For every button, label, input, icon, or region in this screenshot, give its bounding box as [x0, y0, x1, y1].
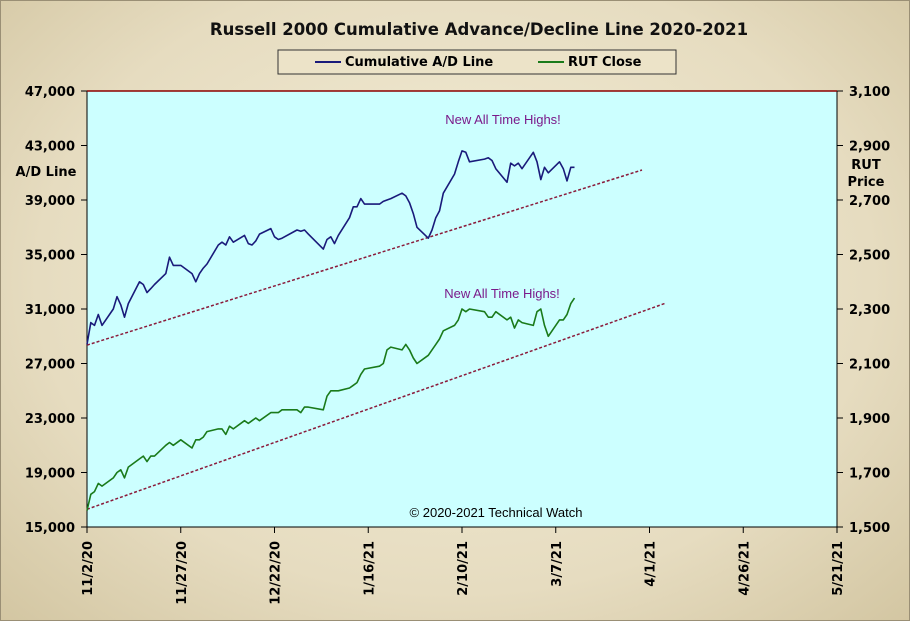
ytick-left-label: 19,000: [25, 467, 75, 482]
ytick-right-label: 2,900: [849, 140, 890, 155]
ytick-right-label: 2,700: [849, 194, 890, 209]
y-axis-left-title: A/D Line: [16, 165, 77, 180]
xtick-label: 4/1/21: [644, 541, 659, 587]
series-line-rut-close: [86, 297, 576, 511]
ytick-left-label: 23,000: [25, 412, 75, 427]
xtick-label: 12/22/20: [269, 541, 284, 605]
y-axis-right-title-line1: RUT: [851, 158, 881, 173]
trendline-ad-line: [86, 169, 643, 346]
ytick-right-label: 2,100: [849, 358, 890, 373]
legend: Cumulative A/D Line RUT Close: [277, 49, 677, 75]
ytick-right-label: 2,500: [849, 249, 890, 264]
xtick-label: 2/10/21: [456, 541, 471, 596]
chart-title: Russell 2000 Cumulative Advance/Decline …: [210, 20, 748, 39]
y-axis-right-labels: 1,500 1,700 1,900 2,100 2,300 2,500 2,700 2,900…: [849, 85, 890, 536]
y-axis-left-labels: 15,000 19,000 23,000 27,000 31,000 35,000 39,0…: [25, 85, 75, 536]
ytick-left-label: 27,000: [25, 358, 75, 373]
x-axis-labels: 11/2/20 11/27/20 12/22/20 1/16/21 2/10/21 3/7…: [81, 541, 846, 605]
ytick-left-label: 15,000: [25, 521, 75, 536]
legend-label-rut-close: RUT Close: [568, 55, 642, 70]
ytick-right-label: 1,500: [849, 521, 890, 536]
xtick-label: 1/16/21: [362, 541, 377, 596]
ytick-left-label: 47,000: [25, 85, 75, 100]
ytick-left-label: 35,000: [25, 249, 75, 264]
y-axis-right-title-line2: Price: [848, 175, 885, 190]
xtick-label: 4/26/21: [737, 541, 752, 596]
ytick-left-label: 43,000: [25, 140, 75, 155]
series-lines: [86, 150, 576, 511]
annotation-rut-high: New All Time Highs!: [444, 286, 560, 301]
series-line-ad-line: [86, 150, 575, 345]
xtick-label: 5/21/21: [831, 541, 846, 596]
ytick-left-label: 31,000: [25, 303, 75, 318]
trendline-rut-close: [86, 302, 665, 510]
legend-label-ad-line: Cumulative A/D Line: [345, 55, 493, 70]
axis-ticks: [81, 90, 843, 533]
copyright-text: © 2020-2021 Technical Watch: [410, 505, 583, 520]
ytick-right-label: 1,700: [849, 467, 890, 482]
ytick-right-label: 2,300: [849, 303, 890, 318]
xtick-label: 11/2/20: [81, 541, 96, 596]
xtick-label: 11/27/20: [175, 541, 190, 605]
annotation-ad-line-high: New All Time Highs!: [445, 112, 561, 127]
ytick-left-label: 39,000: [25, 194, 75, 209]
trendlines: [86, 169, 665, 510]
legend-box: [277, 49, 677, 75]
xtick-label: 3/7/21: [550, 541, 565, 587]
ytick-right-label: 1,900: [849, 412, 890, 427]
ytick-right-label: 3,100: [849, 85, 890, 100]
